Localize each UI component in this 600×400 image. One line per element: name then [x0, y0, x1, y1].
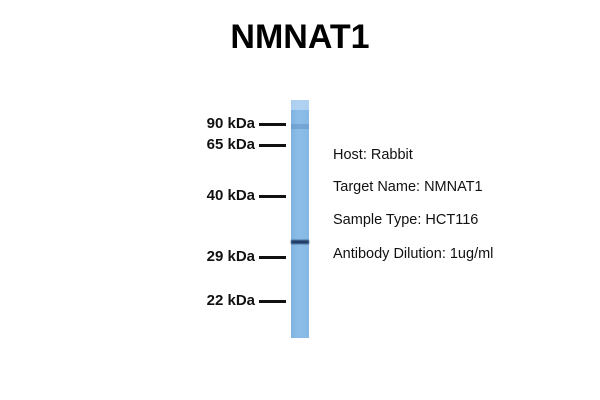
sample-type-label: Sample Type: HCT116 [333, 212, 479, 228]
marker-tick [259, 195, 286, 198]
marker-label: 90 kDa [206, 115, 255, 132]
marker-label: 29 kDa [206, 248, 255, 265]
marker-label: 22 kDa [206, 292, 255, 309]
marker-tick [259, 256, 286, 259]
marker-tick [259, 123, 286, 126]
host-label: Host: Rabbit [333, 147, 413, 163]
target-name-label: Target Name: NMNAT1 [333, 179, 483, 195]
blot-lane [291, 100, 309, 338]
faint-band [291, 124, 309, 129]
antibody-dilution-label: Antibody Dilution: 1ug/ml [333, 246, 494, 262]
marker-29kda: 29 kDa [150, 249, 286, 265]
marker-tick [259, 144, 286, 147]
lane-top-smear [291, 100, 309, 110]
protein-band [291, 240, 309, 244]
marker-40kda: 40 kDa [150, 188, 286, 204]
marker-label: 65 kDa [206, 136, 255, 153]
marker-label: 40 kDa [206, 187, 255, 204]
figure-title: NMNAT1 [230, 18, 370, 56]
marker-tick [259, 300, 286, 303]
marker-65kda: 65 kDa [150, 137, 286, 153]
marker-90kda: 90 kDa [150, 116, 286, 132]
marker-22kda: 22 kDa [150, 293, 286, 309]
